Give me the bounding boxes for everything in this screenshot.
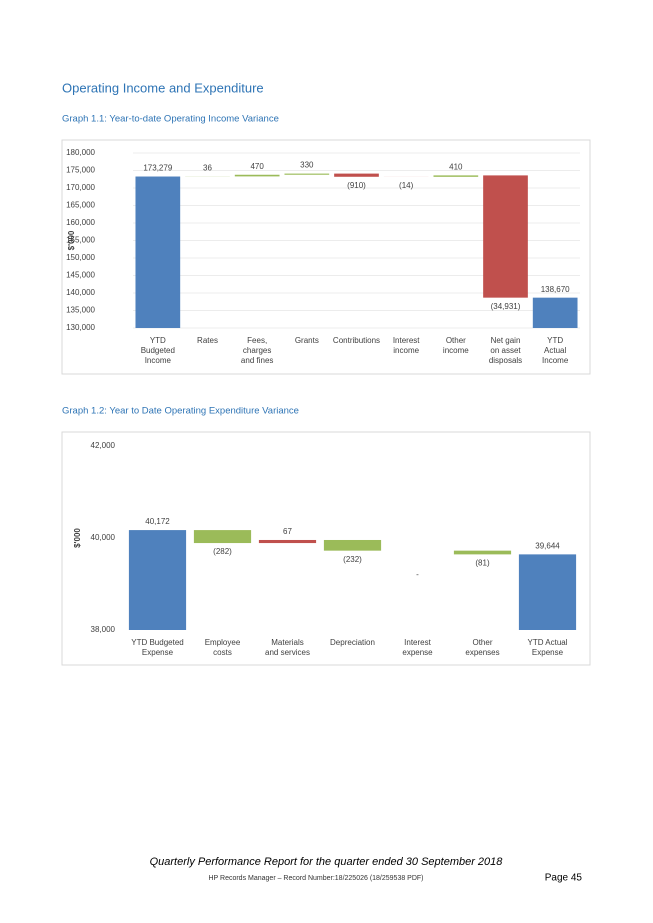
x-tick-label: Interest income <box>393 336 420 355</box>
bar <box>323 539 382 551</box>
x-tick-label: Fees, charges and fines <box>241 336 273 365</box>
y-tick-label: 170,000 <box>66 183 95 192</box>
chart-frame <box>61 139 591 375</box>
x-tick-label: Employee costs <box>205 638 241 657</box>
y-tick-label: 165,000 <box>66 201 95 210</box>
x-tick-label: Grants <box>295 336 319 345</box>
bar <box>453 550 512 555</box>
data-label: (14) <box>399 181 414 190</box>
chart-title: Graph 1.2: Year to Date Operating Expend… <box>62 406 299 417</box>
footer-record: HP Records Manager – Record Number:18/22… <box>208 875 423 882</box>
y-tick-label: 155,000 <box>66 236 95 245</box>
footer-report: Quarterly Performance Report for the qua… <box>150 856 504 868</box>
page-number: Page 45 <box>545 873 583 884</box>
data-label: (232) <box>343 555 362 564</box>
x-tick-label: Contributions <box>333 336 380 345</box>
data-label: 470 <box>250 162 264 171</box>
data-label: 330 <box>300 161 314 170</box>
x-tick-label: YTD Actual Expense <box>527 638 567 657</box>
chart-title: Graph 1.1: Year-to-date Operating Income… <box>62 114 279 125</box>
bar <box>483 175 528 298</box>
x-tick-label: YTD Actual Income <box>542 336 569 365</box>
data-label: 67 <box>283 527 292 536</box>
y-tick-label: 38,000 <box>91 625 116 634</box>
data-label: (282) <box>213 547 232 556</box>
y-tick-label: 130,000 <box>66 323 95 332</box>
bar <box>258 539 317 544</box>
y-tick-label: 145,000 <box>66 271 95 280</box>
bar <box>433 175 479 177</box>
data-label: 36 <box>203 164 212 173</box>
heading: Operating Income and Expenditure <box>62 80 264 95</box>
data-label: (910) <box>347 181 366 190</box>
y-tick-label: 150,000 <box>66 253 95 262</box>
x-tick-label: Rates <box>197 336 218 345</box>
x-tick-label: Depreciation <box>330 638 375 647</box>
x-tick-label: Net gain on asset disposals <box>489 336 522 365</box>
data-label: 173,279 <box>143 164 172 173</box>
y-axis-label: $'000 <box>67 230 76 250</box>
data-label: 40,172 <box>145 517 170 526</box>
data-label: 138,670 <box>541 285 570 294</box>
y-tick-label: 40,000 <box>91 533 116 542</box>
y-tick-label: 42,000 <box>91 441 116 450</box>
y-tick-label: 175,000 <box>66 166 95 175</box>
bar <box>284 173 330 175</box>
x-tick-label: Interest expense <box>402 638 433 657</box>
bar <box>193 530 252 544</box>
chart-frame <box>61 431 591 666</box>
bar <box>532 297 578 328</box>
bar <box>518 554 577 630</box>
x-tick-label: YTD Budgeted Income <box>141 336 175 365</box>
bar <box>128 530 187 630</box>
data-label: (34,931) <box>491 302 521 311</box>
y-tick-label: 180,000 <box>66 148 95 157</box>
bar <box>135 176 181 328</box>
x-tick-label: YTD Budgeted Expense <box>131 638 183 657</box>
y-axis-label: $'000 <box>73 528 82 548</box>
data-label: - <box>416 570 419 579</box>
data-label: (81) <box>475 558 490 567</box>
y-tick-label: 140,000 <box>66 288 95 297</box>
y-tick-label: 160,000 <box>66 218 95 227</box>
bar <box>334 173 379 177</box>
bar <box>234 174 280 177</box>
x-tick-label: Other income <box>443 336 469 355</box>
x-tick-label: Other expenses <box>465 638 499 657</box>
data-label: 410 <box>449 163 463 172</box>
data-label: 39,644 <box>535 541 560 550</box>
y-tick-label: 135,000 <box>66 306 95 315</box>
x-tick-label: Materials and services <box>265 638 310 657</box>
